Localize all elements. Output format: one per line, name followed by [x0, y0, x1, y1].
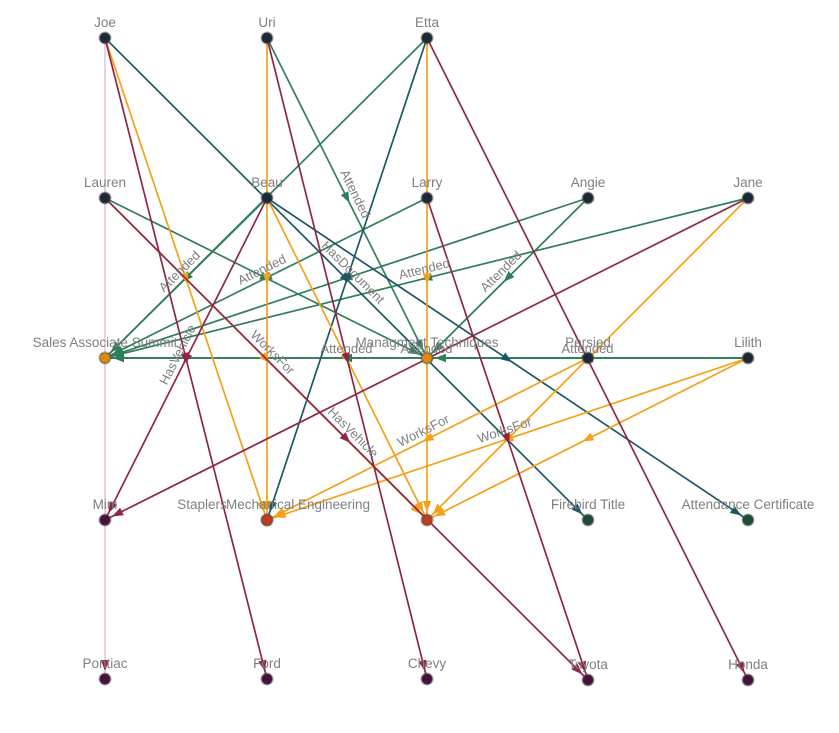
- node-label-mini: Mini: [93, 497, 118, 512]
- mid-arrow-attended-icon: [503, 271, 515, 282]
- end-arrow-worksfor-icon: [256, 500, 265, 513]
- node-mt[interactable]: [420, 351, 434, 365]
- mid-arrow-worksfor-icon: [422, 273, 432, 285]
- mid-arrow-hasvehicle-icon: [341, 352, 350, 364]
- edge-etta-mecheng-HasDocument[interactable]: [266, 37, 428, 521]
- node-label-lilith: Lilith: [734, 335, 762, 350]
- edge-label-attended: Attended: [235, 251, 288, 288]
- end-arrow-hasdocument-icon: [571, 503, 583, 515]
- node-label-jane: Jane: [733, 175, 762, 190]
- node-mini[interactable]: [98, 513, 112, 527]
- node-label-beau: Beau: [251, 175, 283, 190]
- node-label-honda: Honda: [728, 657, 768, 672]
- mid-arrow-hasvehicle-icon: [501, 432, 510, 445]
- end-arrow-hasvehicle-icon: [418, 659, 427, 672]
- end-arrow-attended-icon: [432, 341, 444, 353]
- edge-angie-mt-Attended[interactable]: [426, 197, 589, 359]
- node-label-persied: Persied: [565, 335, 611, 350]
- mid-arrow-hasvehicle-icon: [339, 432, 351, 443]
- edge-uri-mt-Attended[interactable]: [266, 37, 428, 359]
- node-lauren[interactable]: [98, 191, 112, 205]
- end-arrow-hasvehicle-icon: [577, 660, 586, 673]
- edge-label-attended: Attended: [337, 167, 374, 220]
- node-label-ford: Ford: [253, 656, 281, 671]
- mid-arrow-attended-icon: [340, 191, 350, 203]
- edge-etta-company2-WorksFor[interactable]: [422, 38, 432, 520]
- node-etta[interactable]: [420, 31, 434, 45]
- edge-label-attended: Attended: [561, 341, 613, 356]
- node-uri[interactable]: [260, 31, 274, 45]
- node-attcert[interactable]: [741, 513, 755, 527]
- node-jane[interactable]: [741, 191, 755, 205]
- node-sas[interactable]: [98, 351, 112, 365]
- node-ford[interactable]: [260, 672, 274, 686]
- edge-label-attended: Attended: [400, 341, 452, 356]
- node-label-sas: Sales Associate Summit: [33, 335, 178, 350]
- node-honda[interactable]: [741, 673, 755, 687]
- node-firebird[interactable]: [581, 513, 595, 527]
- node-label-lauren: Lauren: [84, 175, 126, 190]
- end-arrow-worksfor-icon: [414, 501, 424, 513]
- end-arrow-attended-icon: [435, 353, 446, 363]
- end-arrow-worksfor-icon: [434, 507, 446, 517]
- end-arrow-worksfor-icon: [422, 501, 432, 512]
- node-label-staplers: Staplers: [177, 497, 227, 512]
- node-larry[interactable]: [420, 191, 434, 205]
- edge-uri-chevy-HasVehicle[interactable]: [266, 37, 429, 680]
- edge-lauren-toyota-HasVehicle[interactable]: [104, 197, 589, 681]
- end-arrow-attended-icon: [414, 339, 424, 351]
- node-staplers[interactable]: [260, 513, 274, 527]
- end-arrow-worksfor-icon: [432, 503, 444, 515]
- end-arrow-hasvehicle-icon: [100, 660, 110, 671]
- mid-arrow-worksfor-icon: [582, 432, 595, 442]
- end-arrow-worksfor-icon: [262, 501, 272, 512]
- end-arrow-hasvehicle-icon: [735, 661, 745, 673]
- node-toyota[interactable]: [581, 673, 595, 687]
- node-label-larry: Larry: [412, 175, 443, 190]
- edge-label-attended: Attended: [320, 341, 372, 356]
- mid-arrow-hasdocument-icon: [500, 352, 513, 363]
- end-arrow-worksfor-icon: [274, 509, 287, 518]
- node-lilith[interactable]: [741, 351, 755, 365]
- edge-label-worksfor: WorksFor: [248, 327, 299, 378]
- node-chevy[interactable]: [420, 672, 434, 686]
- node-persied[interactable]: [581, 351, 595, 365]
- node-company2[interactable]: [420, 513, 434, 527]
- end-arrow-hasvehicle-icon: [108, 501, 118, 513]
- edge-beau-attcert-HasDocument[interactable]: [266, 197, 749, 521]
- end-arrow-attended-icon: [408, 345, 420, 355]
- mid-arrow-worksfor-icon: [422, 432, 435, 442]
- node-pontiac[interactable]: [98, 672, 112, 686]
- node-label-joe: Joe: [94, 15, 116, 30]
- end-arrow-attended-icon: [113, 353, 124, 363]
- edge-larry-toyota-HasVehicle[interactable]: [426, 197, 589, 681]
- node-label-mecheng: Mechanical Engineering: [226, 497, 370, 512]
- node-label-uri: Uri: [258, 15, 275, 30]
- edge-label-attended: Attended: [477, 248, 524, 295]
- end-arrow-hasvehicle-icon: [112, 507, 124, 517]
- end-arrow-hasvehicle-icon: [258, 659, 267, 672]
- node-beau[interactable]: [260, 191, 274, 205]
- edge-lilith-company2-WorksFor[interactable]: [426, 357, 749, 521]
- node-joe[interactable]: [98, 31, 112, 45]
- node-angie[interactable]: [581, 191, 595, 205]
- node-label-mt: Managment Techniques: [355, 335, 498, 350]
- end-arrow-hasvehicle-icon: [571, 663, 583, 675]
- node-label-chevy: Chevy: [408, 656, 447, 671]
- node-label-etta: Etta: [415, 15, 440, 30]
- node-label-attcert: Attendance Certificate: [682, 497, 815, 512]
- node-label-firebird: Firebird Title: [551, 497, 625, 512]
- mid-arrow-hasdocument-icon: [344, 272, 353, 285]
- mid-arrow-worksfor-icon: [262, 273, 272, 285]
- mid-arrow-hasvehicle-icon: [183, 352, 193, 364]
- node-label-angie: Angie: [571, 175, 606, 190]
- edge-beau-mini-HasVehicle[interactable]: [104, 197, 268, 521]
- end-arrow-hasdocument-icon: [268, 500, 277, 513]
- end-arrow-hasdocument-icon: [729, 505, 742, 516]
- end-arrow-attended-icon: [110, 341, 122, 353]
- node-label-pontiac: Pontiac: [82, 656, 127, 671]
- node-label-toyota: Toyota: [568, 657, 608, 672]
